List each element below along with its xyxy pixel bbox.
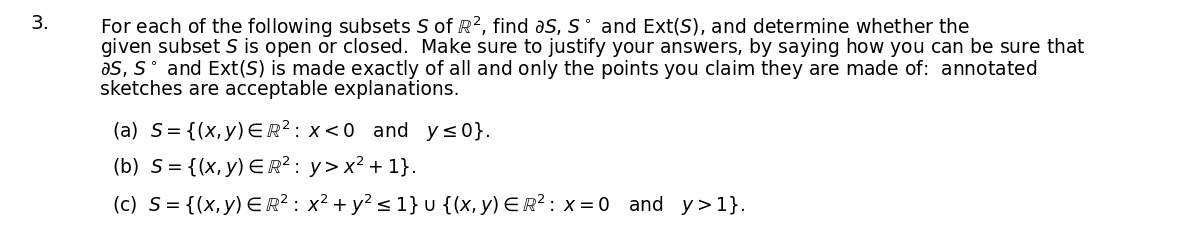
Text: given subset $S$ is open or closed.  Make sure to justify your answers, by sayin: given subset $S$ is open or closed. Make… [100, 36, 1086, 59]
Text: (b)  $S = \{(x,y) \in \mathbb{R}^2{:}\; y > x^2 + 1\}$.: (b) $S = \{(x,y) \in \mathbb{R}^2{:}\; y… [112, 155, 416, 181]
Text: $\partial S$, $S^\circ$ and $\mathrm{Ext}(S)$ is made exactly of all and only th: $\partial S$, $S^\circ$ and $\mathrm{Ext… [100, 58, 1037, 81]
Text: 3.: 3. [30, 14, 49, 33]
Text: (a)  $S = \{(x,y) \in \mathbb{R}^2{:}\; x < 0 \quad \mathrm{and} \quad y \leq 0\: (a) $S = \{(x,y) \in \mathbb{R}^2{:}\; x… [112, 118, 491, 143]
Text: sketches are acceptable explanations.: sketches are acceptable explanations. [100, 80, 460, 99]
Text: (c)  $S = \{(x,y) \in \mathbb{R}^2{:}\; x^2 + y^2 \leq 1\} \cup \{(x,y) \in \mat: (c) $S = \{(x,y) \in \mathbb{R}^2{:}\; x… [112, 192, 745, 217]
Text: For each of the following subsets $S$ of $\mathbb{R}^2$, find $\partial S$, $S^\: For each of the following subsets $S$ of… [100, 14, 970, 40]
